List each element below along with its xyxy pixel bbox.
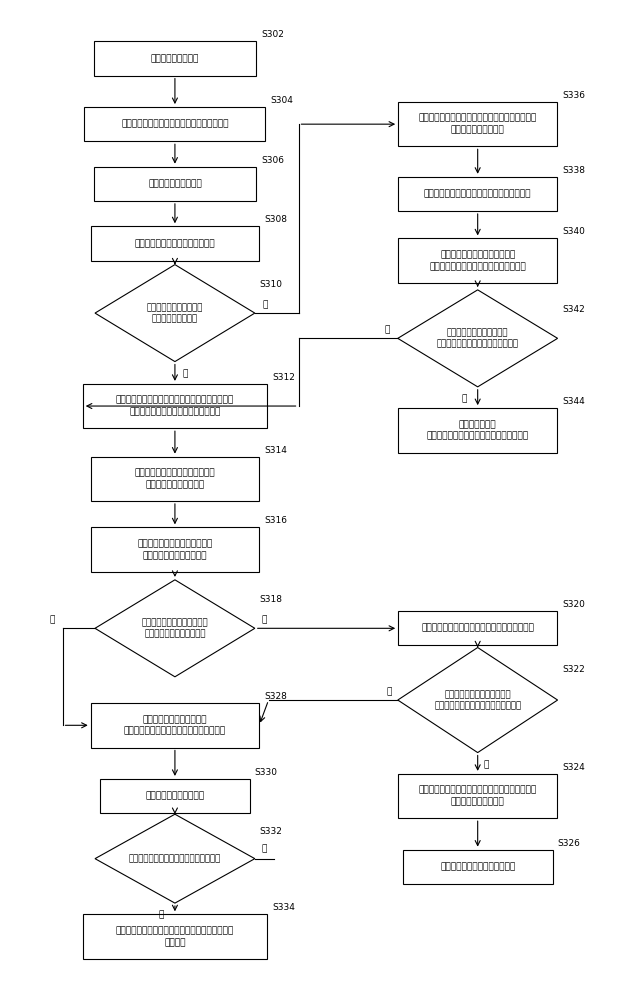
FancyBboxPatch shape xyxy=(90,703,259,748)
Text: 比较被放入食材的食材优先级和
原食材中最高的食材优先级: 比较被放入食材的食材优先级和 原食材中最高的食材优先级 xyxy=(138,539,213,560)
Polygon shape xyxy=(95,265,255,362)
FancyBboxPatch shape xyxy=(398,611,557,645)
Text: 根据被放入食材的种类在预设的食材信息库中匹配
得出对应的食材优先级和最佳存储温度: 根据被放入食材的种类在预设的食材信息库中匹配 得出对应的食材优先级和最佳存储温度 xyxy=(116,396,234,416)
Text: S328: S328 xyxy=(264,692,287,701)
Text: 获取被放入食材所在的储物间室的当前目标温度: 获取被放入食材所在的储物间室的当前目标温度 xyxy=(421,624,534,633)
Text: 是: 是 xyxy=(261,616,266,625)
Text: 否: 否 xyxy=(386,687,392,696)
Text: 否: 否 xyxy=(159,911,164,920)
Text: 是: 是 xyxy=(182,369,188,378)
Text: S316: S316 xyxy=(264,516,287,525)
Text: 根据被放入食材的种类在预设的食材信息库中匹配
得出对应的间室优先级: 根据被放入食材的种类在预设的食材信息库中匹配 得出对应的间室优先级 xyxy=(419,114,537,135)
FancyBboxPatch shape xyxy=(398,102,557,146)
Text: 否: 否 xyxy=(461,394,466,403)
FancyBboxPatch shape xyxy=(398,177,557,211)
Text: 驱动制冷系统按照目标温度工作: 驱动制冷系统按照目标温度工作 xyxy=(440,862,515,871)
Text: S334: S334 xyxy=(272,903,295,912)
Text: 输出提示信息，
以提醒用户更改存放被放入食材的储物间室: 输出提示信息， 以提醒用户更改存放被放入食材的储物间室 xyxy=(427,420,529,441)
Text: 被放入食材的食材优先级高于
原食材中最高的食材优先级: 被放入食材的食材优先级高于 原食材中最高的食材优先级 xyxy=(141,618,208,638)
Text: 否: 否 xyxy=(262,301,268,310)
FancyBboxPatch shape xyxy=(83,914,267,959)
Text: 是: 是 xyxy=(484,760,489,769)
Polygon shape xyxy=(95,814,255,903)
Text: 确定被放入食材所在的储物间室的目标温度为当前
目标温度: 确定被放入食材所在的储物间室的目标温度为当前 目标温度 xyxy=(116,926,234,947)
FancyBboxPatch shape xyxy=(398,774,557,818)
Text: 是: 是 xyxy=(385,326,390,335)
Text: 比较被放入食材的间室优先级和
被放入食材所在的储物间室的间室优先级: 比较被放入食材的间室优先级和 被放入食材所在的储物间室的间室优先级 xyxy=(429,250,526,271)
Text: S344: S344 xyxy=(562,397,585,406)
Text: S310: S310 xyxy=(260,280,283,289)
Text: 是: 是 xyxy=(261,844,266,853)
FancyBboxPatch shape xyxy=(90,226,259,261)
Text: S302: S302 xyxy=(261,30,284,39)
FancyBboxPatch shape xyxy=(90,527,259,572)
Text: 输出提示信息，以提醒用户
被放入食材不适宜存放于其所在的储物间室: 输出提示信息，以提醒用户 被放入食材不适宜存放于其所在的储物间室 xyxy=(124,715,226,736)
Text: 被放入食材继续存放于其所在的储物间室: 被放入食材继续存放于其所在的储物间室 xyxy=(129,854,221,863)
FancyBboxPatch shape xyxy=(398,408,557,453)
Text: S314: S314 xyxy=(264,446,287,455)
Text: 被放入食材的间室优先级和
共所在的储物间室的间室优先级相同: 被放入食材的间室优先级和 共所在的储物间室的间室优先级相同 xyxy=(437,328,519,348)
Text: 当前目标温度和被放入食材的
最佳存储温度的差值小于预设温差阈值: 当前目标温度和被放入食材的 最佳存储温度的差值小于预设温差阈值 xyxy=(434,690,521,710)
FancyBboxPatch shape xyxy=(90,457,259,501)
Text: S306: S306 xyxy=(261,156,284,165)
FancyBboxPatch shape xyxy=(403,850,553,884)
Text: S338: S338 xyxy=(562,166,585,175)
FancyBboxPatch shape xyxy=(94,41,256,76)
Text: 否: 否 xyxy=(50,616,55,625)
Text: S324: S324 xyxy=(562,763,585,772)
Text: 被放入食材的优先级分配
模式为食材优先模式: 被放入食材的优先级分配 模式为食材优先模式 xyxy=(147,303,203,323)
Text: 确定被放入食材所在的储物间室的目标温度为被放
入食材的最佳存储温度: 确定被放入食材所在的储物间室的目标温度为被放 入食材的最佳存储温度 xyxy=(419,786,537,806)
Polygon shape xyxy=(397,648,557,753)
FancyBboxPatch shape xyxy=(398,238,557,283)
Text: S312: S312 xyxy=(272,373,295,382)
Text: 获取用户的存放选择操作: 获取用户的存放选择操作 xyxy=(145,792,204,801)
Text: S322: S322 xyxy=(562,665,585,674)
Text: 获取门体的开闭信号: 获取门体的开闭信号 xyxy=(151,54,199,63)
Text: S304: S304 xyxy=(271,96,293,105)
Text: S308: S308 xyxy=(264,215,287,224)
Text: 检测被放入食材的种类: 检测被放入食材的种类 xyxy=(148,179,202,188)
Text: S330: S330 xyxy=(255,768,278,777)
Text: S332: S332 xyxy=(260,827,283,836)
Text: 获取被放入食材的优先级分配模式: 获取被放入食材的优先级分配模式 xyxy=(134,239,215,248)
FancyBboxPatch shape xyxy=(85,107,266,141)
Text: 根据开闭信号确定被放入食材所在的储物间室: 根据开闭信号确定被放入食材所在的储物间室 xyxy=(121,120,229,129)
Text: S342: S342 xyxy=(562,305,585,314)
Text: S336: S336 xyxy=(562,91,585,100)
Text: S318: S318 xyxy=(260,595,283,604)
Text: S320: S320 xyxy=(562,600,585,609)
Polygon shape xyxy=(397,290,557,387)
FancyBboxPatch shape xyxy=(83,384,267,428)
FancyBboxPatch shape xyxy=(100,779,250,813)
Text: 获取被放入食材所在的储物间室的间室优先级: 获取被放入食材所在的储物间室的间室优先级 xyxy=(424,189,531,198)
Polygon shape xyxy=(95,580,255,677)
Text: 获取被放入食材所在的储物间室内
所有原食材的食材优先级: 获取被放入食材所在的储物间室内 所有原食材的食材优先级 xyxy=(134,468,215,489)
Text: S326: S326 xyxy=(557,839,580,848)
FancyBboxPatch shape xyxy=(94,167,256,201)
Text: S340: S340 xyxy=(562,227,585,236)
